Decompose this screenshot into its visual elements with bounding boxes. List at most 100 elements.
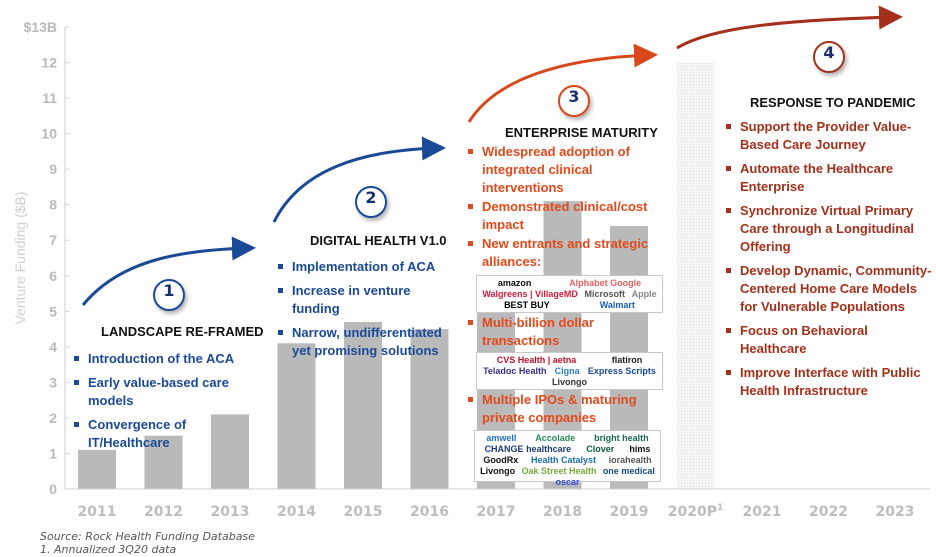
x-tick-label: 2011 (78, 504, 117, 520)
bullet: Improve Interface with Public Health Inf… (726, 364, 934, 400)
logo: amwell (486, 433, 517, 443)
phase-1-title: LANDSCAPE RE-FRAMED (101, 324, 264, 339)
y-tick-label: $13B (24, 19, 57, 35)
logo: Livongo (552, 377, 587, 387)
y-tick-label: 12 (41, 55, 57, 71)
bullet: Develop Dynamic, Community-Centered Home… (726, 262, 934, 316)
x-tick-label: 2020P1 (668, 503, 724, 520)
y-tick-label: 11 (42, 90, 57, 106)
phase-3-number: 3 (558, 85, 590, 117)
phase-2-number: 2 (355, 186, 387, 218)
bar-2015 (344, 321, 382, 489)
logo: Livongo (480, 466, 516, 476)
phase-1-bullets: Introduction of the ACA Early value-base… (74, 350, 254, 458)
logo: oscar (555, 477, 580, 487)
bullet: Automate the Healthcare Enterprise (726, 160, 915, 196)
x-tick-label: 2021 (743, 504, 782, 520)
phase-2-title: DIGITAL HEALTH V1.0 (310, 233, 447, 248)
logo: bright health (594, 433, 649, 443)
x-tick-label: 2022 (809, 504, 848, 520)
bullet: Narrow, undifferentiated yet promising s… (278, 324, 462, 360)
bullet: Multi-billion dollar transactions (468, 314, 632, 350)
x-tick-label: 2017 (477, 504, 516, 520)
bar-2014 (277, 343, 316, 489)
bar-2011 (78, 449, 116, 489)
phase-1-number: 1 (153, 279, 185, 311)
logo: flatiron (611, 355, 643, 365)
transactions-logos: CVS Health | aetna flatiron Teladoc Heal… (476, 352, 663, 390)
y-tick-label: 6 (49, 268, 57, 284)
logo: one medical (602, 466, 655, 476)
logo: Clover (586, 444, 615, 454)
phase-3-arrow (467, 43, 658, 123)
phase-4-number: 4 (813, 41, 845, 73)
x-tick-label: 2014 (277, 504, 316, 520)
x-tick-label: 2018 (543, 504, 582, 520)
bullet: Introduction of the ACA (74, 350, 254, 368)
y-tick-label: 0 (49, 481, 57, 497)
bullet: Support the Provider Value-Based Care Jo… (726, 118, 934, 154)
logo: Teladoc Health (483, 366, 547, 376)
y-axis-label: Venture Funding ($B) (12, 191, 28, 325)
bullet: Convergence of IT/Healthcare (74, 416, 213, 452)
y-tick-label: 5 (49, 303, 57, 319)
source-note: Source: Rock Health Funding Database (40, 530, 255, 543)
y-tick-label: 9 (49, 161, 57, 177)
logo: GoodRx (483, 455, 519, 465)
x-tick-label: 2016 (410, 504, 449, 520)
ipos-logos: amwell Accolade bright health CHANGE hea… (474, 430, 661, 487)
bullet: Widespread adoption of integrated clinic… (468, 143, 647, 197)
bar-2020P (676, 62, 715, 490)
logo: iorahealth (608, 455, 652, 465)
phase-2-bullets: Implementation of ACA Increase in ventur… (278, 258, 462, 366)
logo: Walmart (599, 300, 635, 310)
logo: hims (629, 444, 651, 454)
phase-2-arrow (272, 136, 446, 223)
bar-2012 (144, 435, 183, 489)
bullet: Synchronize Virtual Primary Care through… (726, 202, 934, 256)
phase-4-arrow (676, 5, 903, 50)
bullet: Demonstrated clinical/cost impact (468, 198, 673, 234)
logo: amazon (497, 278, 532, 288)
logo: Oak Street Health (521, 466, 597, 476)
logo: Accolade (535, 433, 576, 443)
x-tick-label: 2023 (876, 504, 915, 520)
footnote: 1. Annualized 3Q20 data (40, 543, 177, 556)
x-tick-label: 2019 (610, 504, 649, 520)
phase-4-title: RESPONSE TO PANDEMIC (750, 95, 916, 110)
logo: BEST BUY (504, 300, 550, 310)
y-tick-label: 4 (49, 339, 57, 355)
logo: Health Catalyst (530, 455, 596, 465)
bullet: New entrants and strategic alliances: (468, 235, 673, 271)
bullet: Increase in venture funding (278, 282, 432, 318)
y-tick-label: 8 (49, 197, 57, 213)
x-tick-label: 2013 (211, 504, 250, 520)
logo: Walgreens | VillageMD (482, 289, 578, 299)
y-tick-label: 10 (41, 126, 57, 142)
x-tick-superscript: 1 (717, 503, 723, 513)
phase-1-arrow (81, 236, 256, 306)
logo: Microsoft (584, 289, 626, 299)
logo: Apple (631, 289, 657, 299)
logo: Express Scripts (587, 366, 656, 376)
bullet: Focus on Behavioral Healthcare (726, 322, 890, 358)
logo: CHANGE healthcare (484, 444, 572, 454)
y-tick-label: 7 (49, 232, 57, 248)
bullet: Early value-based care models (74, 374, 254, 410)
phase-3-title: ENTERPRISE MATURITY (505, 125, 658, 140)
x-tick-label: 2015 (344, 504, 383, 520)
bar-2013 (211, 414, 249, 489)
y-tick-label: 3 (49, 374, 57, 390)
x-tick-label: 2012 (144, 504, 183, 520)
alliances-logos: amazon Alphabet Google Walgreens | Villa… (476, 275, 663, 313)
y-tick-label: 1 (49, 445, 57, 461)
bullet: Implementation of ACA (278, 258, 462, 276)
bullet: Multiple IPOs & maturing private compani… (468, 391, 667, 427)
y-tick-label: 2 (49, 410, 57, 426)
logo: Alphabet Google (569, 278, 642, 288)
logo: CVS Health | aetna (496, 355, 577, 365)
phase-4-bullets: Support the Provider Value-Based Care Jo… (726, 118, 934, 406)
bar-2016 (410, 329, 449, 489)
logo: Cigna (554, 366, 580, 376)
